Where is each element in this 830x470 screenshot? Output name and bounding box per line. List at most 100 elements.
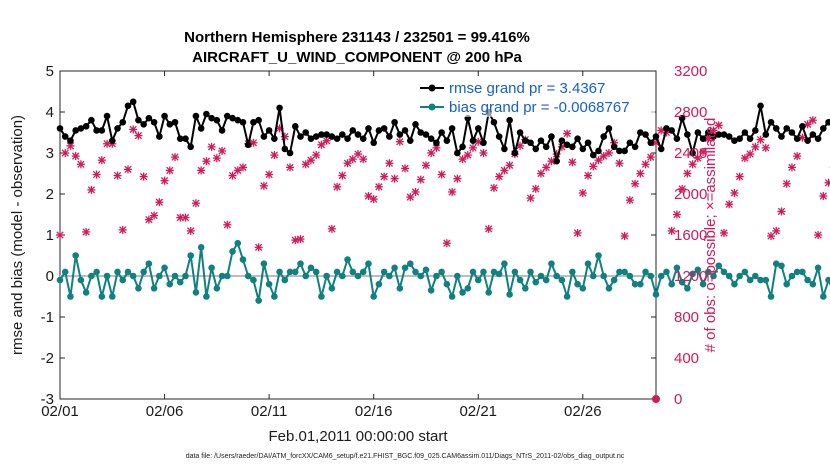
bias-point [589,272,597,280]
rmse-point [584,139,592,147]
rmse-point [72,127,79,134]
bias-point [239,256,247,263]
bias-point [119,276,127,284]
obs-count-marker [144,215,153,224]
rmse-point [417,129,425,136]
bias-point [312,268,320,276]
obs-count-marker [505,161,514,170]
rmse-point [302,129,310,136]
obs-count-marker [160,176,169,185]
rmse-point [563,141,571,149]
obs-count-marker [207,142,216,151]
bias-point [788,272,796,280]
bias-point [129,272,137,280]
rmse-point [652,133,660,140]
rmse-point [323,131,330,138]
bias-point [752,272,759,280]
rmse-point [459,143,466,151]
obs-count-marker [186,226,195,235]
rmse-point [328,133,336,140]
bias-point [558,276,566,284]
bias-point [516,276,524,284]
obs-count-marker [374,182,383,191]
bias-point [208,264,215,272]
obs-count-marker [448,187,457,196]
obs-count-zero-marker [652,395,660,403]
bias-point [689,270,696,278]
chart-subtitle: AIRCRAFT_U_WIND_COMPONENT @ 200 hPa [192,49,522,66]
rmse-point [375,127,383,134]
rmse-point [699,135,707,142]
rmse-point [553,157,560,165]
left-tick-label: -2 [41,350,54,367]
obs-count-marker [123,165,132,174]
rmse-point [82,123,90,130]
bias-point [746,276,754,284]
obs-count-marker [113,171,122,180]
rmse-point [443,137,451,144]
bias-point [610,276,618,284]
right-tick-label: 3200 [674,63,707,80]
bias-point [307,264,315,272]
obs-count-marker [536,169,545,178]
rmse-point [799,123,806,130]
bias-point [819,293,827,300]
obs-count-marker [824,178,830,187]
bias-point [448,293,456,300]
rmse-point [171,118,179,126]
bias-point [213,285,221,292]
rmse-point [720,131,728,138]
bias-point [532,278,540,286]
rmse-point [741,129,749,136]
rmse-point [391,118,398,126]
rmse-point [182,135,189,142]
bias-point [291,268,299,276]
obs-count-marker [526,194,535,203]
rmse-point [778,133,785,140]
obs-count-marker [390,174,399,183]
rmse-point [250,118,257,126]
obs-count-marker [421,161,430,170]
legend-bias-label: bias grand pr = -0.0068767 [449,99,630,116]
obs-count-marker [631,179,640,188]
bias-point [354,272,362,280]
rmse-point [61,133,69,140]
bias-point [438,268,445,276]
rmse-point [710,133,717,140]
obs-count-marker [699,147,708,156]
left-tick-label: 0 [46,268,54,285]
bias-point [527,268,534,276]
bias-point [187,252,195,259]
rmse-point [67,137,74,144]
bias-point [548,260,555,268]
bias-point [380,268,388,276]
rmse-point [197,125,205,132]
obs-count-marker [458,155,467,164]
obs-count-marker [469,143,478,152]
x-tick-label: 02/06 [146,403,184,420]
bias-point [333,268,341,276]
obs-count-marker [772,226,781,235]
obs-count-marker [364,192,373,201]
bias-point [469,268,477,276]
bias-point [584,260,592,268]
obs-count-marker [406,193,415,202]
obs-count-marker [594,156,603,165]
bias-point [124,268,132,276]
rmse-point [318,131,325,138]
bias-point [103,272,111,280]
rmse-point [725,133,733,140]
obs-count-marker [165,166,174,175]
rmse-point [793,135,801,142]
obs-count-marker [484,224,493,233]
bias-point [783,280,791,288]
bias-point [140,268,147,276]
legend-rmse-marker [428,84,436,92]
bias-point [176,278,184,286]
bias-point [621,268,628,276]
bias-point [417,272,425,280]
left-tick-label: 2 [46,186,54,203]
obs-count-marker [343,159,352,168]
rmse-point [406,137,414,144]
obs-count-marker [150,211,159,220]
